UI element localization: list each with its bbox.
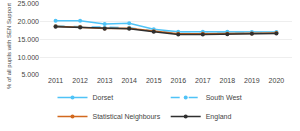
svg-text:% of all pupils with SEN Suppo: % of all pupils with SEN Support xyxy=(6,3,12,89)
svg-text:2016: 2016 xyxy=(170,77,186,84)
svg-text:South West: South West xyxy=(206,94,242,101)
svg-text:Statistical Neighbours: Statistical Neighbours xyxy=(93,113,161,121)
svg-text:25.000: 25.000 xyxy=(18,0,40,7)
svg-text:2014: 2014 xyxy=(121,77,137,84)
svg-text:5.000: 5.000 xyxy=(21,71,39,78)
svg-text:2015: 2015 xyxy=(146,77,162,84)
svg-text:10.000: 10.000 xyxy=(18,54,40,61)
svg-text:2017: 2017 xyxy=(195,77,211,84)
svg-text:Dorset: Dorset xyxy=(93,94,114,101)
svg-text:2011: 2011 xyxy=(48,77,63,84)
svg-text:15.000: 15.000 xyxy=(18,36,40,43)
svg-text:20.000: 20.000 xyxy=(18,18,40,25)
svg-text:England: England xyxy=(206,113,232,121)
svg-text:2013: 2013 xyxy=(97,77,113,84)
svg-text:2012: 2012 xyxy=(72,77,88,84)
svg-text:2019: 2019 xyxy=(244,77,260,84)
svg-text:2020: 2020 xyxy=(269,77,285,84)
svg-text:2018: 2018 xyxy=(220,77,236,84)
